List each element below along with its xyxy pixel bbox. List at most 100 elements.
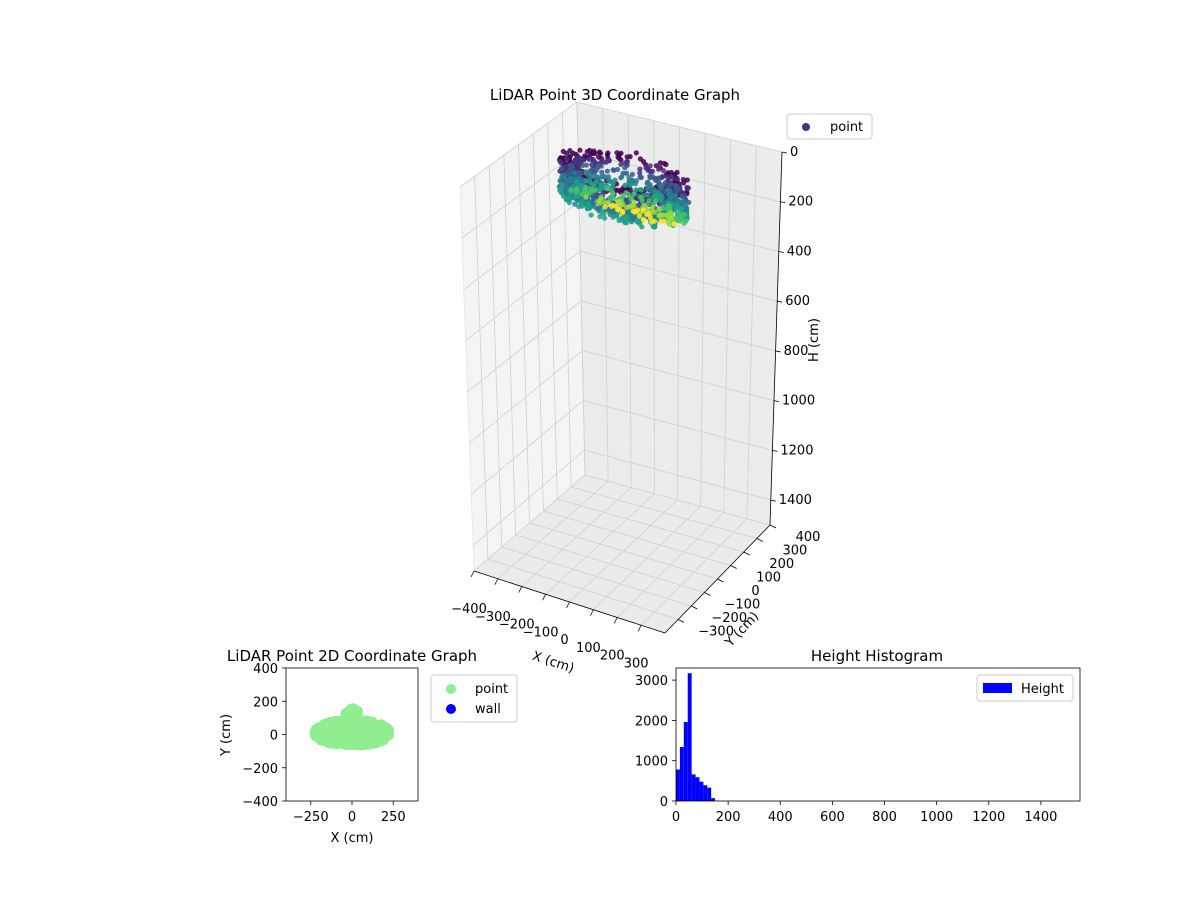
- histogram-bar: [687, 673, 692, 801]
- point-3d: [589, 162, 595, 168]
- x-tick-label-2d: 250: [381, 810, 406, 825]
- x-tick-label-histogram: 400: [768, 810, 793, 825]
- point-3d: [679, 205, 685, 211]
- point-3d: [584, 201, 590, 207]
- point-3d: [674, 188, 680, 194]
- y-axis-label-2d: Y (cm): [219, 714, 234, 757]
- grid-line-z: [469, 350, 775, 444]
- x-axis-label-3d: X (cm): [530, 649, 576, 677]
- point-3d: [559, 174, 565, 180]
- histogram-bar: [679, 746, 684, 801]
- x-tick-mark-3d: [470, 570, 475, 578]
- histogram-bars: [676, 673, 720, 801]
- z-axis-line: [769, 151, 783, 526]
- point-3d: [649, 219, 655, 225]
- point-3d: [602, 204, 608, 210]
- point-2d: [370, 719, 381, 730]
- z-tick-mark-3d: [775, 350, 781, 353]
- point-3d: [674, 176, 680, 182]
- point-3d: [636, 213, 643, 219]
- point-2d: [315, 725, 326, 735]
- point-3d: [588, 212, 594, 218]
- z-tick-label-3d: 1200: [780, 443, 813, 458]
- x-tick-mark-3d: [590, 609, 594, 616]
- grid-3d: [459, 101, 783, 626]
- y-tick-label-3d: 300: [782, 544, 807, 559]
- y-tick-label-3d: 200: [769, 557, 794, 572]
- point-3d: [614, 213, 620, 219]
- point-3d: [597, 214, 603, 220]
- point-3d: [557, 187, 563, 193]
- point-3d: [597, 200, 603, 206]
- grid-line-y: [532, 133, 731, 566]
- z-tick-mark-3d: [778, 251, 784, 253]
- x-tick-label-3d: 100: [576, 641, 601, 656]
- y-tick-label-3d: 100: [756, 571, 781, 586]
- point-cloud-2d: [309, 703, 395, 751]
- point-3d: [628, 195, 634, 201]
- ticks-histogram: 0 200 400 600 800 1000 1200 1400 0 1000 2000 3000: [635, 674, 1058, 825]
- point-3d: [622, 182, 628, 188]
- plot-frame-histogram: [675, 667, 1081, 802]
- point-3d: [668, 214, 674, 220]
- y-tick-mark-3d: [704, 592, 711, 596]
- grid-line-z: [472, 449, 771, 546]
- point-3d: [616, 206, 623, 212]
- grid-line-z: [467, 300, 776, 393]
- point-2d: [347, 738, 358, 749]
- z-tick-label-3d: 600: [785, 294, 810, 309]
- legend-3d-label-point: point: [830, 120, 863, 135]
- point-3d: [644, 186, 650, 192]
- point-3d: [610, 184, 616, 190]
- point-3d: [618, 150, 624, 156]
- x-tick-label-histogram: 200: [716, 810, 741, 825]
- point-2d: [351, 707, 362, 718]
- point-3d: [637, 166, 643, 172]
- z-tick-mark-3d: [777, 300, 783, 303]
- point-3d: [636, 218, 642, 225]
- legend-histogram-label: Height: [1021, 682, 1064, 697]
- point-3d: [624, 154, 630, 160]
- point-2d: [378, 721, 389, 732]
- point-2d: [331, 733, 342, 744]
- x-tick-label-histogram: 1400: [1024, 810, 1057, 825]
- grid-line-y: [503, 155, 705, 593]
- y-tick-label-histogram: 3000: [635, 674, 668, 689]
- point-3d: [579, 157, 585, 163]
- point-3d: [674, 183, 680, 189]
- point-3d: [685, 185, 692, 191]
- point-3d: [657, 183, 664, 189]
- point-3d: [624, 205, 630, 211]
- point-2d: [358, 736, 369, 747]
- point-3d: [679, 193, 685, 200]
- chart-3d-title: LiDAR Point 3D Coordinate Graph: [490, 86, 740, 104]
- point-3d: [605, 200, 611, 206]
- point-3d: [610, 191, 616, 197]
- point-3d: [619, 174, 625, 180]
- z-tick-mark-3d: [770, 499, 776, 502]
- point-3d: [618, 201, 624, 207]
- x-tick-label-2d: 0: [348, 810, 356, 825]
- x-tick-mark-3d: [518, 586, 523, 593]
- point-3d: [602, 215, 608, 221]
- point-3d: [651, 224, 658, 230]
- x-tick-mark-3d: [542, 594, 546, 601]
- histogram-bar: [676, 769, 680, 801]
- point-3d: [665, 174, 671, 180]
- y-tick-mark-3d: [677, 619, 685, 623]
- point-3d: [665, 187, 671, 193]
- histogram-bar: [683, 722, 688, 801]
- z-tick-label-3d: 800: [784, 344, 809, 359]
- point-3d: [574, 160, 580, 166]
- point-3d: [570, 164, 576, 170]
- z-axis-label-3d: H (cm): [807, 318, 822, 362]
- point-3d: [647, 182, 653, 188]
- point-3d: [622, 217, 628, 223]
- z-tick-mark-3d: [780, 201, 786, 204]
- point-3d: [681, 220, 687, 227]
- point-3d: [639, 197, 645, 204]
- y-tick-mark-3d: [717, 578, 724, 583]
- x-tick-label-2d: −250: [293, 810, 329, 825]
- point-3d: [632, 181, 639, 187]
- point-3d: [610, 214, 616, 220]
